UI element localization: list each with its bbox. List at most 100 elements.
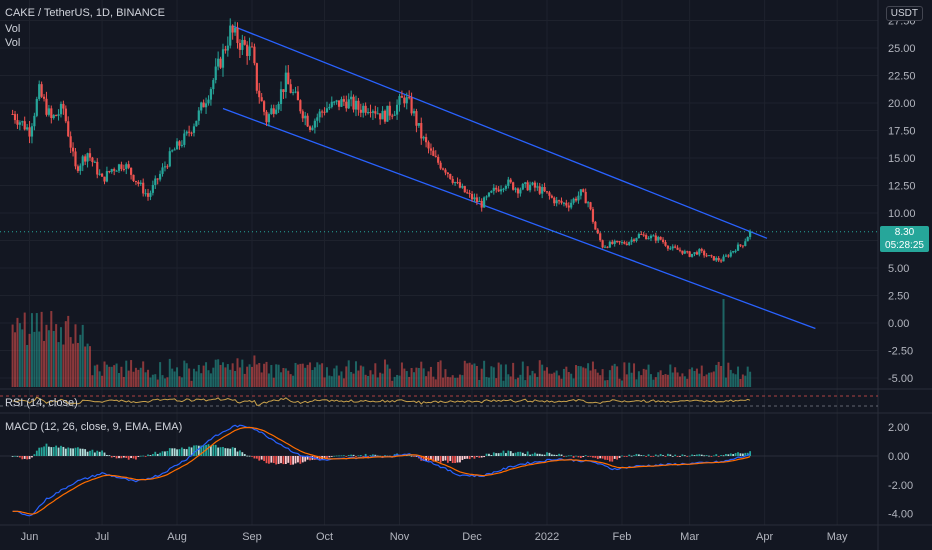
candle-body — [188, 131, 191, 133]
candle-body — [565, 202, 568, 206]
candle-body — [744, 241, 747, 246]
price-axis-label: 2.50 — [888, 291, 909, 303]
volume-legend-2[interactable]: Vol — [5, 37, 22, 49]
volume-bar — [156, 379, 159, 387]
volume-bar — [371, 374, 374, 387]
candle-body — [715, 257, 718, 261]
price-axis-label: 22.50 — [888, 71, 916, 83]
macd-histogram-bar — [18, 456, 21, 458]
macd-histogram-bar — [543, 454, 546, 456]
candle-body — [30, 126, 34, 137]
volume-bar — [101, 375, 104, 387]
volume-legend-1[interactable]: Vol — [5, 23, 22, 35]
candle-body — [674, 246, 677, 248]
volume-bar — [705, 374, 708, 387]
candle-body — [381, 110, 384, 120]
macd-histogram-bar — [475, 456, 478, 457]
macd-histogram-bar — [671, 455, 674, 457]
volume-bar — [311, 369, 314, 387]
volume-bar — [306, 364, 309, 387]
macd-histogram-bar — [434, 456, 437, 462]
candle-body — [277, 103, 280, 110]
volume-bar — [168, 358, 171, 387]
volume-bar — [388, 368, 391, 387]
volume-bar — [108, 366, 111, 387]
volume-bar — [258, 363, 261, 387]
volume-bar — [495, 378, 498, 387]
currency-button[interactable]: USDT — [885, 6, 923, 21]
candle-body — [139, 182, 142, 184]
macd-histogram-bar — [485, 453, 488, 456]
volume-bar — [347, 360, 350, 387]
candle-body — [661, 239, 665, 243]
macd-histogram-bar — [55, 445, 58, 456]
macd-histogram-bar — [345, 456, 348, 457]
volume-bar — [59, 327, 62, 387]
price-axis-label: 12.50 — [888, 181, 916, 193]
candle-body — [287, 72, 290, 85]
volume-bar — [584, 368, 587, 387]
candle-body — [645, 235, 648, 240]
volume-bar — [81, 324, 84, 387]
macd-histogram-bar — [154, 451, 157, 456]
candle-body — [21, 121, 24, 123]
symbol-legend[interactable]: CAKE / TetherUS, 1D, BINANCE — [5, 7, 167, 19]
candle-body — [362, 105, 365, 113]
macd-histogram-bar — [275, 456, 278, 465]
volume-bar — [183, 360, 186, 387]
volume-bar — [161, 375, 164, 387]
macd-legend[interactable]: MACD (12, 26, close, 9, EMA, EMA) — [5, 421, 184, 433]
candle-body — [620, 242, 624, 244]
macd-histogram-bar — [52, 446, 55, 456]
rsi-legend[interactable]: RSI (14, close) — [5, 397, 80, 409]
macd-histogram-bar — [323, 456, 326, 459]
volume-bar — [379, 372, 382, 387]
volume-bar — [512, 362, 515, 387]
time-axis-label: Mar — [680, 531, 699, 543]
volume-bar — [456, 377, 459, 387]
volume-bar — [251, 366, 253, 387]
candle-body — [342, 99, 345, 102]
macd-histogram-bar — [567, 455, 570, 457]
volume-bar — [28, 333, 31, 387]
macd-axis-label: 2.00 — [888, 422, 909, 434]
macd-histogram-bar — [715, 454, 718, 456]
candle-body — [504, 185, 507, 189]
macd-histogram-bar — [304, 456, 307, 462]
candle-body — [473, 197, 476, 200]
volume-bar — [649, 374, 652, 387]
candle-body — [446, 172, 449, 174]
volume-bar — [367, 375, 370, 387]
macd-histogram-bar — [553, 454, 556, 456]
macd-histogram-bar — [294, 456, 297, 464]
volume-bar — [720, 365, 723, 387]
volume-bar — [47, 330, 50, 387]
macd-histogram-bar — [14, 455, 16, 457]
macd-histogram-bar — [601, 456, 604, 459]
candle-body — [509, 179, 512, 183]
candle-body — [536, 186, 539, 188]
macd-histogram-bar — [350, 454, 353, 456]
volume-bar — [192, 368, 195, 387]
candle-body — [514, 188, 517, 190]
volume-bar — [405, 371, 408, 387]
candle-body — [250, 46, 254, 48]
macd-histogram-bar — [449, 456, 452, 461]
volume-bar — [69, 337, 72, 387]
candle-body — [183, 133, 186, 145]
time-axis-label: Dec — [462, 531, 482, 543]
macd-histogram-bar — [497, 453, 500, 456]
candle-body — [159, 173, 162, 180]
volume-bar — [425, 376, 428, 387]
macd-histogram-bar — [74, 447, 77, 456]
candle-body — [185, 131, 188, 134]
volume-bar — [630, 372, 633, 387]
candle-body — [567, 205, 570, 208]
volume-bar — [698, 373, 701, 387]
macd-histogram-bar — [289, 456, 292, 465]
candle-body — [352, 96, 355, 110]
candle-body — [253, 46, 256, 64]
volume-bar — [267, 373, 270, 387]
macd-histogram-bar — [330, 456, 333, 457]
